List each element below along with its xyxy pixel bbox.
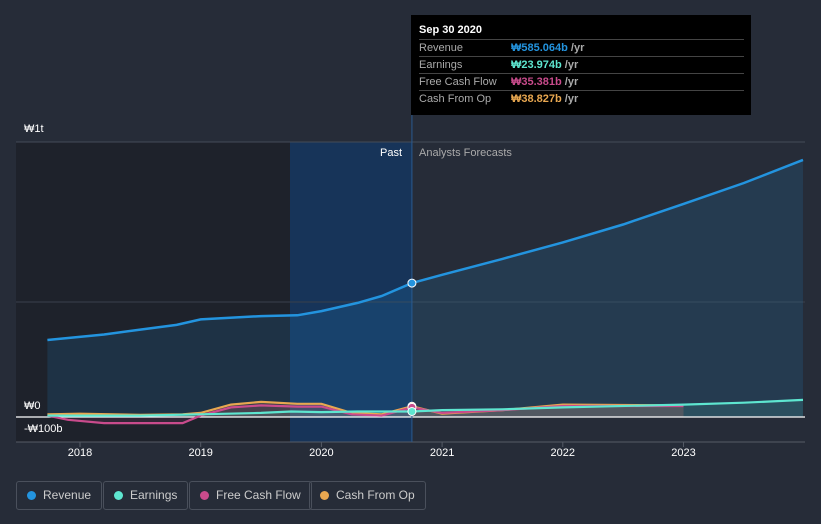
point-earnings	[407, 407, 417, 416]
legend-label: Free Cash Flow	[216, 488, 301, 502]
earnings-dot-icon	[114, 491, 123, 500]
x-tick-label: 2021	[429, 447, 455, 459]
tooltip-label: Free Cash Flow	[419, 76, 497, 88]
legend-cash-from-op[interactable]: Cash From Op	[309, 481, 426, 510]
line-earnings	[47, 398, 804, 417]
point-revenue	[407, 278, 417, 288]
tooltip-value: ₩23.974b /yr	[511, 59, 579, 71]
legend-label: Revenue	[43, 488, 92, 502]
tooltip-row: Free Cash Flow ₩35.381b /yr	[419, 73, 744, 91]
legend-label: Earnings	[130, 488, 178, 502]
tooltip: Sep 30 2020 Revenue ₩585.064b /yr Earnings…	[411, 15, 751, 115]
legend-free-cash-flow[interactable]: Free Cash Flow	[189, 481, 312, 510]
line-revenue	[47, 158, 804, 342]
legend-revenue[interactable]: Revenue	[16, 481, 103, 510]
fcf-dot-icon	[200, 491, 209, 500]
area-revenue	[47, 159, 803, 417]
tooltip-title: Sep 30 2020	[419, 24, 482, 36]
tooltip-label: Earnings	[419, 59, 463, 71]
tooltip-value: ₩35.381b /yr	[511, 76, 579, 88]
tooltip-label: Cash From Op	[419, 93, 492, 105]
tooltip-value: ₩38.827b /yr	[511, 93, 579, 105]
line-free-cash-flow	[47, 404, 684, 425]
y-tick-neg100b: -₩100b	[24, 423, 63, 435]
cfo-dot-icon	[320, 491, 329, 500]
x-tick-label: 2020	[309, 447, 334, 459]
forecast-label: Analysts Forecasts	[419, 147, 512, 159]
x-tick-label: 2019	[188, 447, 213, 459]
area-free-cash-flow	[47, 405, 684, 424]
tooltip-row: Earnings ₩23.974b /yr	[419, 56, 744, 74]
area-earnings	[47, 399, 803, 417]
y-tick-1t: ₩1t	[24, 123, 44, 135]
tooltip-row: Cash From Op ₩38.827b /yr	[419, 90, 744, 108]
tooltip-row: Revenue ₩585.064b /yr	[419, 39, 744, 57]
tooltip-value: ₩585.064b /yr	[511, 42, 585, 54]
y-tick-0: ₩0	[24, 400, 41, 412]
x-tick-label: 2022	[550, 447, 576, 459]
legend-earnings[interactable]: Earnings	[103, 481, 189, 510]
legend-label: Cash From Op	[336, 488, 415, 502]
x-tick-label: 2023	[671, 447, 696, 459]
revenue-dot-icon	[27, 491, 36, 500]
past-label: Past	[380, 147, 403, 159]
x-tick-label: 2018	[67, 447, 93, 459]
tooltip-label: Revenue	[419, 42, 464, 54]
